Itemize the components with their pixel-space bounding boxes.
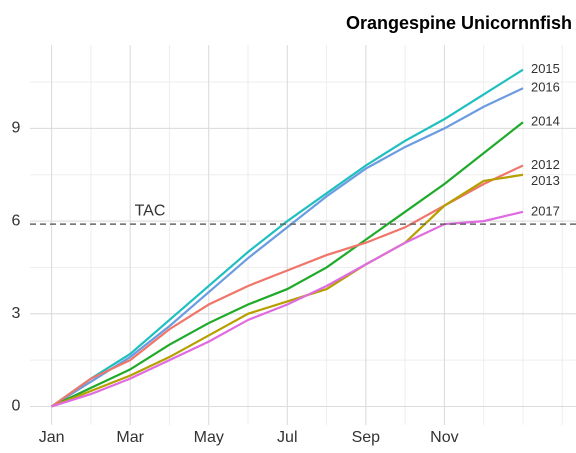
reference-label: TAC (135, 202, 166, 219)
series-line (51, 87, 524, 408)
chart-title: Orangespine Unicornnfish (346, 13, 572, 33)
x-tick-label: May (194, 429, 224, 446)
series-label: 2012 (531, 157, 560, 172)
series-line (50, 68, 524, 408)
x-tick-label: Mar (116, 429, 144, 446)
series-label: 2017 (531, 203, 560, 218)
series-line (51, 173, 524, 408)
series-label: 2014 (531, 114, 560, 129)
series-label: 2016 (531, 80, 560, 95)
series-label: 2013 (531, 173, 560, 188)
y-tick-label: 0 (12, 398, 21, 415)
y-tick-label: 9 (12, 120, 21, 137)
series-label: 2015 (531, 61, 560, 76)
x-tick-label: Sep (352, 429, 381, 446)
x-tick-label: Jan (39, 429, 65, 446)
series-line (51, 121, 524, 408)
x-tick-label: Nov (430, 429, 458, 446)
y-tick-label: 6 (12, 212, 21, 229)
y-tick-label: 3 (12, 305, 21, 322)
x-tick-label: Jul (277, 429, 297, 446)
